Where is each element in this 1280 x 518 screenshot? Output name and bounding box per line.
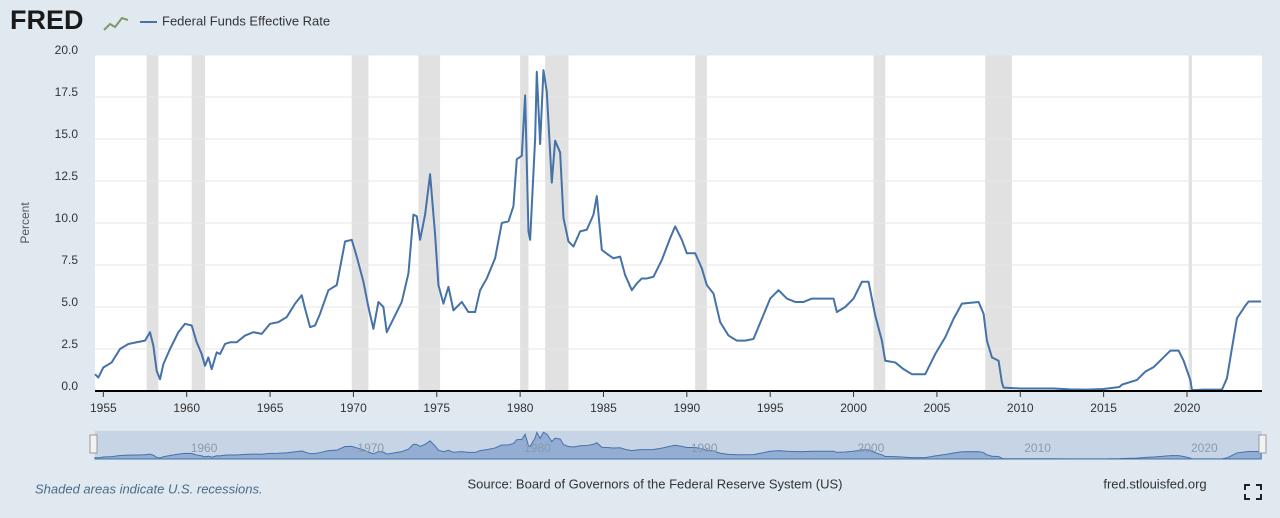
x-tick-label: 1965 (257, 401, 284, 415)
y-tick-label: 2.5 (61, 337, 78, 351)
y-tick-label: 17.5 (55, 85, 79, 99)
x-tick-label: 2010 (1007, 401, 1034, 415)
navigator-tick-label: 1960 (191, 441, 218, 455)
x-tick-label: 2005 (924, 401, 951, 415)
y-tick-label: 0.0 (61, 379, 78, 393)
y-tick-label: 12.5 (55, 169, 79, 183)
x-tick-label: 1985 (590, 401, 617, 415)
x-tick-label: 2015 (1090, 401, 1117, 415)
x-tick-label: 1975 (423, 401, 450, 415)
y-tick-label: 20.0 (55, 43, 79, 57)
grid-layer (95, 54, 1262, 392)
x-tick-label: 1995 (757, 401, 784, 415)
x-tick-label: 1980 (507, 401, 534, 415)
x-tick-label: 2000 (840, 401, 867, 415)
y-tick-label: 15.0 (55, 127, 79, 141)
navigator-tick-label: 2000 (858, 441, 885, 455)
navigator-tick-label: 1980 (524, 441, 551, 455)
navigator-handle[interactable] (1258, 434, 1267, 454)
y-tick-label: 5.0 (61, 295, 78, 309)
y-axis-title: Percent (18, 202, 32, 244)
y-tick-label: 7.5 (61, 253, 78, 267)
logo: FRED (10, 5, 84, 35)
source: Source: Board of Governors of the Federa… (468, 476, 843, 491)
y-tick-label: 10.0 (55, 211, 79, 225)
logo-icon (103, 16, 129, 31)
site-link[interactable]: fred.stlouisfed.org (1103, 476, 1206, 491)
fullscreen-button[interactable] (1244, 484, 1262, 500)
line-layer (94, 69, 1262, 392)
navigator-tick-label: 2020 (1191, 441, 1218, 455)
navigator-area (94, 431, 1262, 460)
recession-note: Shaded areas indicate U.S. recessions. (35, 481, 263, 496)
legend-label: Federal Funds Effective Rate (162, 13, 330, 28)
navigator-layer: 1960 1970 1980 1990 2000 2010 2020 (94, 431, 1262, 460)
navigator-tick-label: 1970 (357, 441, 384, 455)
navigator-tick-label: 1990 (691, 441, 718, 455)
x-tick-label: 1955 (90, 401, 117, 415)
navigator-tick-label: 2010 (1024, 441, 1051, 455)
x-tick-label: 1960 (173, 401, 200, 415)
x-tick-label: 2020 (1174, 401, 1201, 415)
navigator-handle[interactable] (89, 434, 98, 454)
x-tick-label: 1990 (673, 401, 700, 415)
x-tick-label: 1970 (340, 401, 367, 415)
data-line (94, 69, 1262, 392)
